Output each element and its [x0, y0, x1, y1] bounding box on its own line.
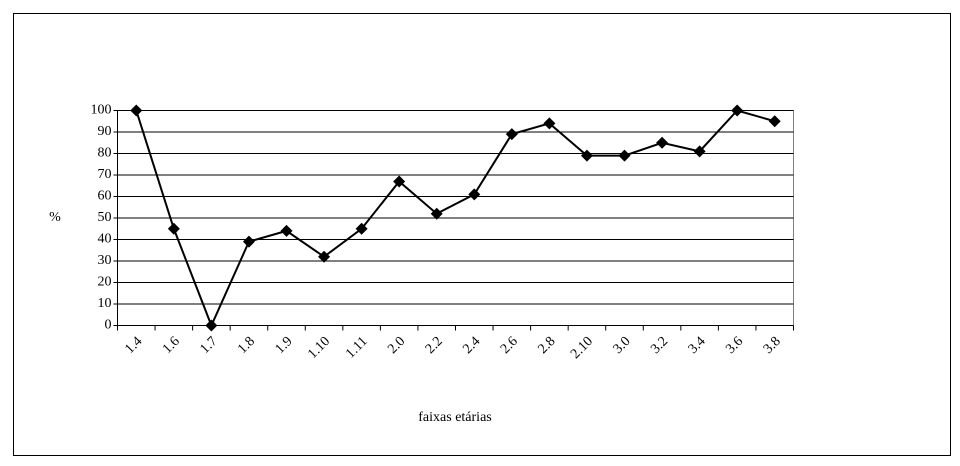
data-marker	[618, 149, 631, 162]
data-marker	[580, 149, 593, 162]
data-marker	[731, 104, 744, 117]
data-marker	[205, 319, 218, 332]
y-tick-label: 10	[98, 296, 112, 311]
y-tick-label: 70	[98, 167, 112, 182]
y-tick-label: 40	[98, 232, 112, 247]
data-marker	[318, 250, 331, 263]
data-marker	[242, 235, 255, 248]
data-marker	[130, 104, 143, 117]
data-marker	[693, 145, 706, 158]
y-tick-label: 50	[98, 210, 112, 225]
data-line	[135, 109, 775, 329]
x-axis-label: faixas etárias	[418, 410, 491, 425]
data-marker	[355, 222, 368, 235]
data-marker	[167, 222, 180, 235]
y-tick-label: 80	[98, 146, 112, 161]
data-marker	[468, 188, 481, 201]
data-marker	[768, 115, 781, 128]
data-marker	[505, 128, 518, 141]
y-tick-label: 30	[98, 253, 112, 268]
y-axis-label: %	[49, 210, 61, 225]
y-tick-label: 100	[91, 103, 112, 118]
y-tick-label: 20	[98, 275, 112, 290]
y-tick-label: 90	[98, 124, 112, 139]
data-marker	[656, 136, 669, 149]
data-marker	[543, 117, 556, 130]
data-marker	[393, 175, 406, 188]
data-marker	[280, 224, 293, 237]
y-tick-label: 60	[98, 189, 112, 204]
y-tick-label: 0	[105, 318, 112, 333]
data-marker	[430, 207, 443, 220]
